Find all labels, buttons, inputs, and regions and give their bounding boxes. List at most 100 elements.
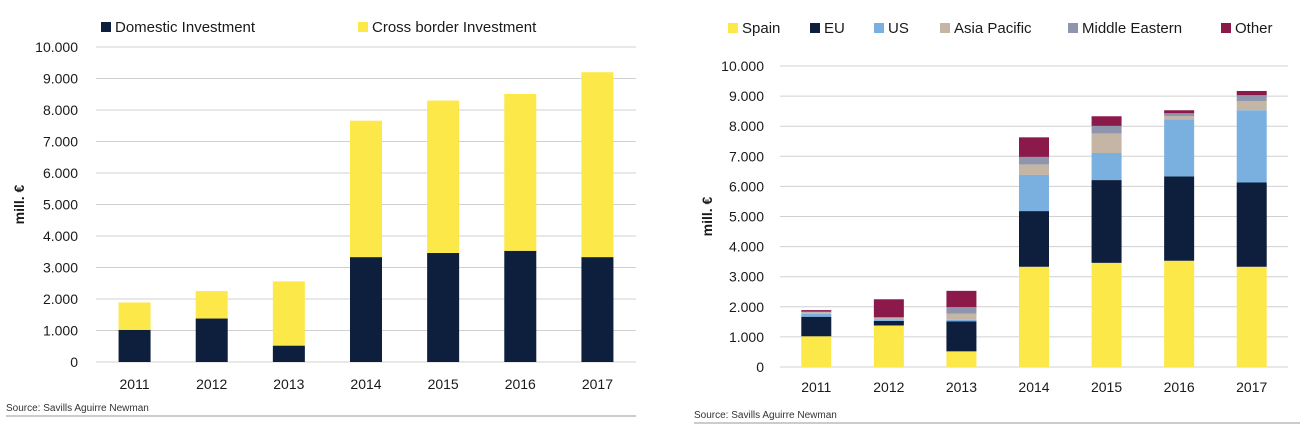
c1-bar-2014-middle-eastern bbox=[1019, 156, 1049, 165]
c0-x-tick-label: 2011 bbox=[120, 376, 150, 392]
c1-x-tick-label: 2016 bbox=[1164, 379, 1195, 395]
c1-y-tick-label: 8.000 bbox=[729, 118, 764, 134]
c0-y-axis-label: mill. € bbox=[11, 184, 27, 224]
c1-bar-2016-us bbox=[1164, 119, 1195, 177]
c1-bar-2016-middle-eastern bbox=[1164, 113, 1195, 117]
c1-bar-2013-spain bbox=[946, 351, 977, 367]
c1-y-tick-label: 9.000 bbox=[729, 88, 764, 104]
c1-y-tick-label: 10.000 bbox=[721, 58, 764, 74]
c0-x-tick-label: 2017 bbox=[582, 376, 613, 392]
c1-legend-swatch bbox=[1221, 23, 1231, 33]
c0-bar-2012-cross-border-investment bbox=[195, 291, 228, 319]
c0-x-tick-label: 2012 bbox=[196, 376, 227, 392]
c1-y-tick-label: 3.000 bbox=[729, 269, 764, 285]
c1-bar-2014-asia-pacific bbox=[1019, 164, 1049, 175]
c1-bar-2014-eu bbox=[1019, 211, 1049, 267]
c1-bar-2017-eu bbox=[1236, 182, 1267, 267]
c1-bar-2012-eu bbox=[873, 320, 904, 326]
c1-bar-2011-other bbox=[801, 310, 832, 312]
c1-x-tick-label: 2013 bbox=[946, 379, 977, 395]
c1-bar-2011-spain bbox=[801, 336, 832, 367]
c1-y-tick-label: 1.000 bbox=[729, 329, 764, 345]
c1-bar-2011-middle-eastern bbox=[801, 311, 832, 313]
c0-bar-2017-cross-border-investment bbox=[581, 72, 614, 258]
c1-bar-2013-asia-pacific bbox=[946, 313, 977, 320]
c1-legend-label: Other bbox=[1235, 20, 1273, 37]
c1-bar-2011-us bbox=[801, 313, 832, 317]
c0-y-tick-label: 4.000 bbox=[43, 228, 78, 244]
c0-bar-2015-domestic-investment bbox=[427, 253, 460, 362]
c1-bar-2013-us bbox=[946, 319, 977, 322]
c1-bar-2011-eu bbox=[801, 316, 832, 337]
c0-y-tick-label: 1.000 bbox=[43, 323, 78, 339]
c0-y-tick-label: 10.000 bbox=[35, 39, 78, 55]
c0-y-tick-label: 8.000 bbox=[43, 102, 78, 118]
c0-bar-2016-domestic-investment bbox=[504, 250, 537, 362]
c0-y-tick-label: 7.000 bbox=[43, 134, 78, 150]
investment-origin-chart: 0 1.000 2.000 3.000 4.000 5.000 6.000 7.000 8.00… bbox=[694, 20, 1300, 424]
c0-bar-2016-cross-border-investment bbox=[504, 93, 537, 251]
c1-bar-2017-middle-eastern bbox=[1236, 95, 1267, 102]
c1-legend-swatch bbox=[1068, 23, 1078, 33]
c1-bar-2015-eu bbox=[1091, 180, 1122, 263]
c1-legend-label: US bbox=[888, 20, 909, 37]
c1-bar-2012-other bbox=[873, 299, 904, 318]
c1-bar-2012-us bbox=[873, 319, 904, 321]
c0-bar-2011-cross-border-investment bbox=[118, 302, 151, 330]
c0-y-tick-label: 6.000 bbox=[43, 165, 78, 181]
c0-bar-2014-cross-border-investment bbox=[350, 120, 382, 258]
investment-type-chart: 0 1.000 2.000 3.000 4.000 5.000 6.000 7.000 8.00… bbox=[6, 19, 636, 417]
c0-bar-2015-cross-border-investment bbox=[427, 100, 460, 254]
c0-legend-label: Domestic Investment bbox=[115, 19, 256, 36]
c0-y-tick-label: 5.000 bbox=[43, 197, 78, 213]
c1-legend-label: Middle Eastern bbox=[1082, 20, 1182, 37]
c1-bar-2016-eu bbox=[1164, 176, 1195, 261]
c1-legend-swatch bbox=[810, 23, 820, 33]
c1-bar-2012-spain bbox=[873, 325, 904, 367]
c1-x-tick-label: 2017 bbox=[1236, 379, 1267, 395]
c1-bar-2016-spain bbox=[1164, 260, 1195, 367]
c1-legend-swatch bbox=[728, 23, 738, 33]
c1-bar-2012-middle-eastern bbox=[873, 317, 904, 319]
c0-source-note: Source: Savills Aguirre Newman bbox=[6, 403, 149, 414]
c0-bar-2014-domestic-investment bbox=[350, 257, 382, 362]
c0-y-tick-label: 3.000 bbox=[43, 260, 78, 276]
c1-bar-2016-other bbox=[1164, 110, 1195, 114]
c0-bar-2012-domestic-investment bbox=[195, 318, 228, 362]
c0-x-tick-label: 2014 bbox=[350, 376, 381, 392]
c1-y-tick-label: 5.000 bbox=[729, 209, 764, 225]
c1-y-tick-label: 4.000 bbox=[729, 239, 764, 255]
c1-source-note: Source: Savills Aguirre Newman bbox=[694, 410, 837, 421]
c1-bar-2015-other bbox=[1091, 116, 1122, 126]
c0-x-tick-label: 2013 bbox=[273, 376, 304, 392]
c0-bar-2013-cross-border-investment bbox=[272, 281, 305, 346]
c1-bar-2017-asia-pacific bbox=[1236, 101, 1267, 111]
c1-bar-2015-middle-eastern bbox=[1091, 125, 1122, 134]
c0-x-tick-label: 2016 bbox=[505, 376, 536, 392]
c1-bar-2014-other bbox=[1019, 137, 1049, 157]
c1-y-axis-label: mill. € bbox=[699, 196, 715, 236]
c1-legend-label: Spain bbox=[742, 20, 780, 37]
c1-bar-2017-spain bbox=[1236, 266, 1267, 367]
c1-bar-2017-other bbox=[1236, 90, 1267, 96]
c0-x-tick-label: 2015 bbox=[428, 376, 459, 392]
c0-y-tick-label: 9.000 bbox=[43, 71, 78, 87]
c0-bar-2013-domestic-investment bbox=[272, 345, 305, 362]
c0-legend-swatch bbox=[358, 22, 368, 32]
c1-bar-2015-spain bbox=[1091, 262, 1122, 367]
c1-bar-2016-asia-pacific bbox=[1164, 116, 1195, 120]
c1-x-tick-label: 2012 bbox=[873, 379, 904, 395]
c1-bar-2015-us bbox=[1091, 152, 1122, 181]
c1-legend-swatch bbox=[940, 23, 950, 33]
c1-y-tick-label: 0 bbox=[756, 359, 764, 375]
c1-bar-2017-us bbox=[1236, 110, 1267, 183]
c1-bar-2012-asia-pacific bbox=[873, 318, 904, 320]
c1-legend-swatch bbox=[874, 23, 884, 33]
c1-x-tick-label: 2015 bbox=[1091, 379, 1122, 395]
c1-bar-2011-asia-pacific bbox=[801, 312, 832, 314]
c1-y-tick-label: 2.000 bbox=[729, 299, 764, 315]
c1-y-tick-label: 7.000 bbox=[729, 148, 764, 164]
c1-bar-2014-spain bbox=[1019, 266, 1049, 367]
c1-bar-2014-us bbox=[1019, 174, 1049, 212]
c1-x-tick-label: 2014 bbox=[1018, 379, 1049, 395]
